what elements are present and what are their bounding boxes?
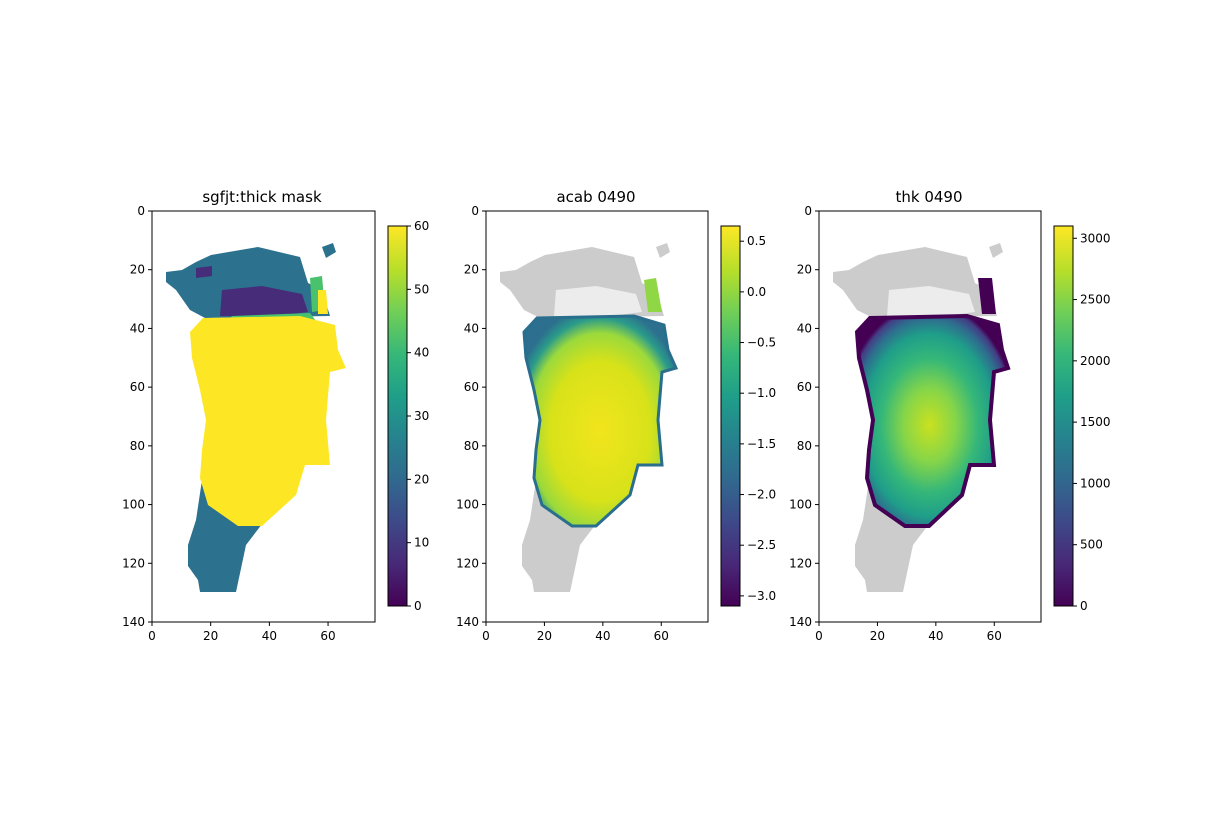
heatmap-image	[166, 243, 346, 592]
x-tick-label: 20	[537, 629, 552, 643]
colorbar: 0 500 1000 1500 2000 2500 3000	[1053, 225, 1111, 613]
colorbar-tick-label: 500	[1080, 538, 1103, 552]
acab-field	[522, 314, 679, 528]
y-tick-label: 40	[464, 321, 479, 335]
colorbar-tick-label: 50	[414, 282, 429, 296]
colorbar-gradient	[720, 225, 741, 607]
y-tick-label: 20	[797, 263, 812, 277]
region-northern-band	[196, 266, 308, 316]
colorbar-tick-label: 0.0	[747, 285, 766, 299]
thk-northeast-patch	[978, 278, 996, 314]
x-tick-label: 0	[815, 629, 823, 643]
y-tick-label: 140	[122, 615, 145, 629]
colorbar-tick-label: −3.0	[747, 589, 776, 603]
y-tick-label: 0	[804, 204, 812, 218]
thk-field	[854, 313, 1011, 528]
axes-frame	[151, 210, 376, 623]
colorbar-tick-label: −2.5	[747, 538, 776, 552]
x-tick-label: 40	[595, 629, 610, 643]
axes-frame	[485, 210, 709, 623]
colorbar: 0 10 20 30 40 50 60	[387, 219, 429, 613]
x-tick-label: 0	[482, 629, 490, 643]
axes: 0 20 40 60 0 20 40 60 80 100 120 140	[122, 204, 376, 643]
axes: 0 20 40 60 0 20 40 60 80 100 120 140	[789, 204, 1042, 643]
colorbar-tick-label: −1.5	[747, 437, 776, 451]
acab-northeast-patch	[644, 278, 662, 312]
x-tick-label: 20	[203, 629, 218, 643]
panel-title: sgfjt:thick mask	[202, 188, 322, 206]
colorbar-tick-label: 0	[414, 599, 422, 613]
colorbar-tick-label: 60	[414, 219, 429, 233]
y-tick-label: 40	[797, 321, 812, 335]
axes-frame	[818, 210, 1042, 623]
colorbar-tick-label: 40	[414, 346, 429, 360]
colorbar-gradient	[387, 225, 408, 607]
y-tick-label: 100	[789, 498, 812, 512]
y-tick-label: 80	[130, 439, 145, 453]
y-tick-label: 40	[130, 321, 145, 335]
colorbar-tick-label: 0	[1080, 599, 1088, 613]
y-tick-label: 60	[797, 380, 812, 394]
colorbar-tick-label: 10	[414, 536, 429, 550]
heatmap-image	[833, 243, 1011, 592]
y-tick-label: 140	[456, 615, 479, 629]
northern-white-gap	[554, 286, 642, 316]
region-ice-sheet-interior	[190, 290, 346, 526]
y-tick-label: 20	[464, 263, 479, 277]
y-tick-label: 120	[789, 556, 812, 570]
x-tick-label: 20	[870, 629, 885, 643]
colorbar-tick-label: −2.0	[747, 488, 776, 502]
axes: 0 20 40 60 0 20 40 60 80 100 120 140	[456, 204, 709, 643]
x-tick-label: 60	[987, 629, 1002, 643]
x-tick-label: 60	[654, 629, 669, 643]
y-tick-label: 80	[464, 439, 479, 453]
colorbar-tick-label: 1500	[1080, 415, 1111, 429]
x-tick-label: 40	[928, 629, 943, 643]
y-tick-label: 100	[122, 498, 145, 512]
heatmap-image	[500, 243, 679, 592]
x-tick-label: 0	[148, 629, 156, 643]
y-tick-label: 120	[456, 556, 479, 570]
colorbar-tick-label: −0.5	[747, 336, 776, 350]
northern-white-gap	[887, 286, 975, 316]
y-tick-label: 0	[137, 204, 145, 218]
colorbar-tick-label: 30	[414, 409, 429, 423]
panel-thk: thk 0490 0 20 40 60 0 20 40 60 80 100 120 140 0 500 1…	[789, 188, 1110, 643]
colorbar-tick-label: 1000	[1080, 476, 1111, 490]
y-tick-label: 0	[471, 204, 479, 218]
x-tick-label: 60	[320, 629, 335, 643]
colorbar-tick-label: −1.0	[747, 386, 776, 400]
y-tick-label: 20	[130, 263, 145, 277]
colorbar-tick-label: 2000	[1080, 354, 1111, 368]
y-tick-label: 60	[130, 380, 145, 394]
y-tick-label: 60	[464, 380, 479, 394]
y-tick-label: 100	[456, 498, 479, 512]
colorbar-tick-label: 3000	[1080, 231, 1111, 245]
y-tick-label: 140	[789, 615, 812, 629]
panel-title: thk 0490	[895, 188, 962, 206]
panel-thick-mask: sgfjt:thick mask 0 20 40 600204060801001201…	[122, 188, 429, 643]
colorbar-tick-label: 2500	[1080, 293, 1111, 307]
colorbar-tick-label: 20	[414, 472, 429, 486]
colorbar-tick-label: 0.5	[747, 234, 766, 248]
y-tick-label: 120	[122, 556, 145, 570]
colorbar: 0.5 0.0 −0.5 −1.0 −1.5 −2.0 −2.5 −3.0	[720, 225, 776, 607]
x-tick-label: 40	[262, 629, 277, 643]
panel-title: acab 0490	[556, 188, 635, 206]
y-tick-label: 80	[797, 439, 812, 453]
colorbar-gradient	[1053, 225, 1074, 607]
